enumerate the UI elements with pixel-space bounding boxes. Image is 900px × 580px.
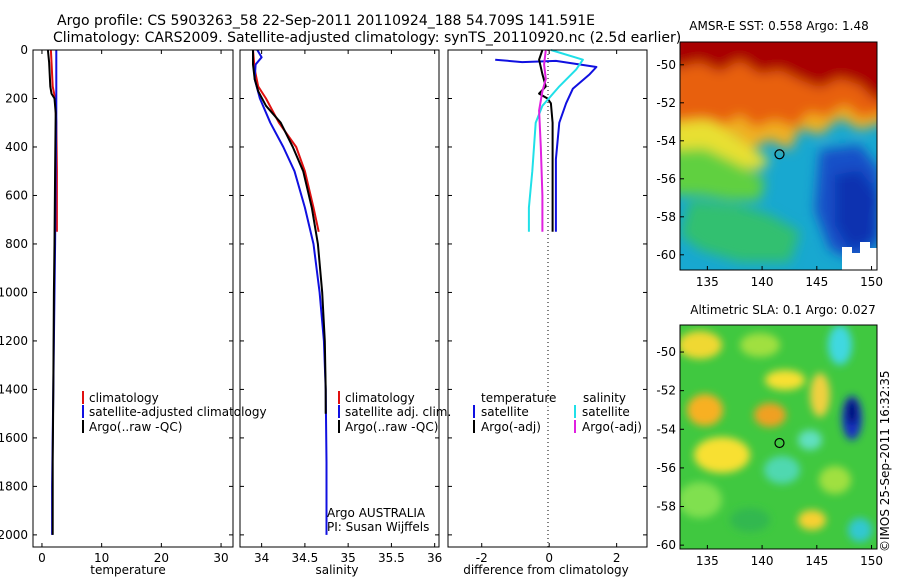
figure-title-line1: Argo profile: CS 5903263_58 22-Sep-2011 … bbox=[57, 13, 595, 29]
difference-legend: temperature salinity satellite Argo(-adj… bbox=[473, 391, 642, 434]
y-tick-label: 0 bbox=[20, 43, 28, 57]
y-tick-label: 1200 bbox=[0, 334, 28, 348]
map-x-tick-label: 135 bbox=[696, 275, 719, 289]
map-y-tick-label: -52 bbox=[656, 384, 676, 398]
temperature-legend: climatology satellite-adjusted climatolo… bbox=[82, 391, 267, 434]
series-line-salinity-satellite bbox=[527, 49, 584, 232]
map-y-tick-label: -56 bbox=[656, 172, 676, 186]
map-y-tick-label: -52 bbox=[656, 96, 676, 110]
x-tick-label: -2 bbox=[476, 551, 488, 565]
map-y-tick-label: -54 bbox=[656, 134, 676, 148]
legend-header-salinity: salinity bbox=[583, 391, 626, 405]
legend-text-argo: Argo(..raw -QC) bbox=[345, 420, 438, 434]
y-tick-label: 1600 bbox=[0, 431, 28, 445]
series-line-climatology bbox=[252, 49, 320, 233]
series-line-satellite-adj-clim- bbox=[253, 49, 328, 535]
sst-argo-location-marker bbox=[774, 149, 785, 160]
sla-map-title: Altimetric SLA: 0.1 Argo: 0.027 bbox=[690, 303, 875, 317]
y-tick-label: 600 bbox=[5, 188, 28, 202]
difference-xlabel: difference from climatology bbox=[463, 563, 629, 577]
x-tick-label: 36 bbox=[427, 551, 442, 565]
map-x-tick-label: 150 bbox=[860, 554, 883, 568]
x-tick-label: 0 bbox=[545, 551, 553, 565]
legend-text-satellite-adjusted: satellite-adjusted climatology bbox=[89, 405, 267, 419]
sst-map-panel: AMSR-E SST: 0.558 Argo: 1.48 135 140 145 15… bbox=[656, 19, 883, 289]
sla-argo-location-marker bbox=[774, 437, 785, 449]
x-tick-label: 34.5 bbox=[292, 551, 319, 565]
series-line-argo-raw-qc- bbox=[46, 49, 57, 535]
map-x-tick-label: 145 bbox=[805, 275, 828, 289]
legend-text-argo: Argo(..raw -QC) bbox=[89, 420, 182, 434]
y-tick-label: 1000 bbox=[0, 285, 28, 299]
salinity-plot-frame bbox=[239, 49, 440, 548]
map-y-tick-label: -50 bbox=[656, 345, 676, 359]
difference-panel: -2 0 2 difference from climatology tempera… bbox=[447, 49, 648, 577]
legend-text-temp-satellite: satellite bbox=[481, 405, 529, 419]
sst-map-title: AMSR-E SST: 0.558 Argo: 1.48 bbox=[689, 19, 869, 33]
x-tick-label: 0 bbox=[38, 551, 46, 565]
y-tick-label: 400 bbox=[5, 140, 28, 154]
x-tick-label: 30 bbox=[213, 551, 228, 565]
sst-map-frame bbox=[679, 41, 878, 271]
map-x-tick-label: 145 bbox=[805, 554, 828, 568]
map-y-tick-label: -60 bbox=[656, 538, 676, 552]
legend-header-temperature: temperature bbox=[481, 391, 556, 405]
sla-heatmap bbox=[680, 325, 877, 549]
map-y-tick-label: -58 bbox=[656, 210, 676, 224]
y-tick-label: 1400 bbox=[0, 382, 28, 396]
salinity-legend: climatology satellite adj. clim. Argo(..… bbox=[338, 391, 451, 434]
y-tick-label: 200 bbox=[5, 91, 28, 105]
series-line-argo-raw-qc- bbox=[252, 50, 327, 414]
salinity-panel: 34 34.5 35 35.5 36 salinity climatology sate… bbox=[239, 49, 451, 577]
x-tick-label: 20 bbox=[154, 551, 169, 565]
figure-title-line2: Climatology: CARS2009. Satellite-adjuste… bbox=[53, 30, 681, 46]
map-x-tick-label: 140 bbox=[751, 554, 774, 568]
legend-text-sal-argo: Argo(-adj) bbox=[582, 420, 642, 434]
imos-credit: ©IMOS 25-Sep-2011 16:32:35 bbox=[878, 370, 892, 552]
sla-map-frame bbox=[679, 324, 878, 550]
legend-text-sal-satellite: satellite bbox=[582, 405, 630, 419]
y-tick-label: 2000 bbox=[0, 528, 28, 542]
legend-text-climatology: climatology bbox=[345, 391, 415, 405]
map-y-tick-label: -54 bbox=[656, 422, 676, 436]
map-x-tick-label: 135 bbox=[696, 554, 719, 568]
legend-text-climatology: climatology bbox=[89, 391, 159, 405]
y-tick-label: 1800 bbox=[0, 479, 28, 493]
legend-text-temp-argo: Argo(-adj) bbox=[481, 420, 541, 434]
series-line-salinity-argo-adj- bbox=[538, 49, 547, 232]
legend-text-satellite-adj: satellite adj. clim. bbox=[345, 405, 451, 419]
temperature-plot-frame bbox=[32, 49, 234, 548]
x-tick-label: 10 bbox=[94, 551, 109, 565]
x-tick-label: 2 bbox=[613, 551, 621, 565]
map-x-tick-label: 150 bbox=[860, 275, 883, 289]
pi-annotation: PI: Susan Wijffels bbox=[327, 520, 429, 534]
map-y-tick-label: -56 bbox=[656, 461, 676, 475]
x-tick-label: 35 bbox=[341, 551, 356, 565]
temperature-panel: 0 10 20 30 0 200 400 600 800 1000 1200 1400 1600 180… bbox=[0, 43, 267, 577]
difference-plot-frame bbox=[447, 49, 648, 548]
map-y-tick-label: -60 bbox=[656, 248, 676, 262]
map-y-tick-label: -58 bbox=[656, 500, 676, 514]
sla-map-panel: Altimetric SLA: 0.1 Argo: 0.027 bbox=[656, 303, 883, 568]
sst-heatmap bbox=[680, 42, 877, 270]
argo-australia-annotation: Argo AUSTRALIA bbox=[327, 506, 426, 520]
y-tick-label: 800 bbox=[5, 237, 28, 251]
x-tick-label: 34 bbox=[254, 551, 269, 565]
x-tick-label: 35.5 bbox=[378, 551, 405, 565]
map-y-tick-label: -50 bbox=[656, 58, 676, 72]
map-x-tick-label: 140 bbox=[751, 275, 774, 289]
temperature-xlabel: temperature bbox=[90, 563, 165, 577]
salinity-xlabel: salinity bbox=[315, 563, 358, 577]
